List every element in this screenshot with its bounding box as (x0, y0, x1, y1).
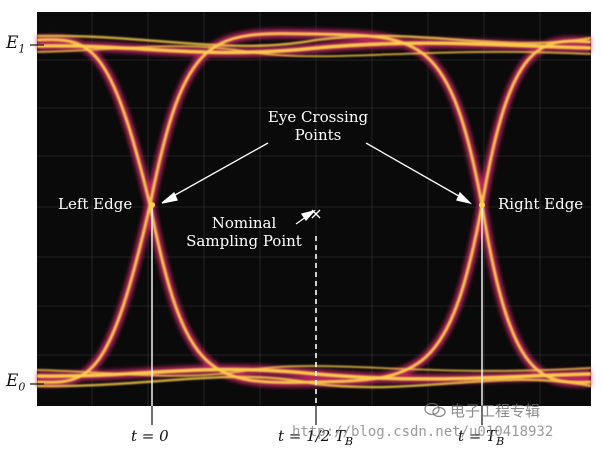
left-edge-label: Left Edge (58, 195, 133, 213)
right-crossing-marker (479, 202, 485, 208)
eye-crossing-label: Eye Crossing Points (267, 108, 369, 144)
watermark-url: http://blog.csdn.net/u010418932 (292, 424, 554, 440)
e0-label: E0 (6, 371, 26, 394)
left-crossing-marker (149, 202, 155, 208)
right-edge-label: Right Edge (498, 195, 584, 213)
t-full-label: t = TB (458, 427, 505, 448)
nominal-sampling-label: Nominal Sampling Point (186, 214, 302, 250)
scope-screen (37, 12, 591, 406)
t-half-label: t = 1/2 TB (278, 427, 354, 448)
wechat-logo-icon (424, 402, 446, 418)
t0-label: t = 0 (131, 427, 169, 445)
watermark-brand: 电子工程专辑 (450, 402, 541, 420)
crossing-arrow-left (161, 142, 269, 204)
crossing-arrow-right (365, 142, 473, 205)
time-axis-ticks (151, 406, 483, 425)
e1-label: E1 (6, 33, 26, 56)
sampling-arrow (295, 209, 316, 225)
